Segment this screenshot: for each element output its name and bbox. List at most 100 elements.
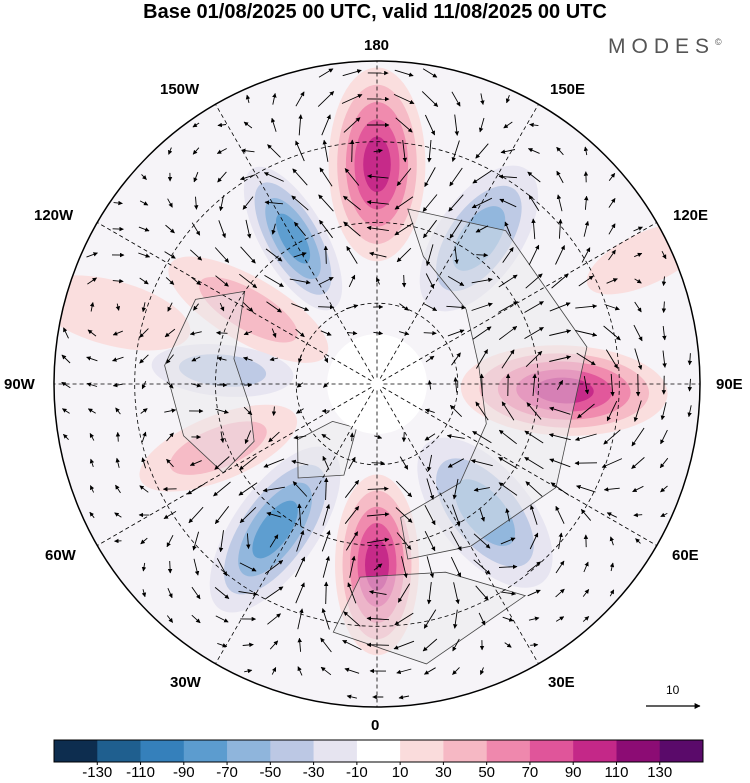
wind-arrow xyxy=(165,224,175,234)
wind-arrow xyxy=(424,667,436,675)
wind-arrow xyxy=(348,456,356,470)
wind-arrow xyxy=(245,219,252,239)
wind-arrow xyxy=(558,218,563,239)
wind-arrow xyxy=(687,405,692,418)
coastlines xyxy=(164,208,588,665)
wind-arrow xyxy=(472,430,492,444)
wind-arrow xyxy=(425,273,435,289)
wind-arrow xyxy=(453,377,458,393)
lon-label-0: 0 xyxy=(371,717,380,734)
wind-arrow xyxy=(267,613,281,625)
wind-arrow xyxy=(241,148,255,153)
wind-arrow xyxy=(478,612,486,626)
wind-arrow xyxy=(479,508,485,522)
wind-arrow xyxy=(498,274,518,288)
meridian-line xyxy=(382,222,657,382)
graticule xyxy=(54,61,700,707)
wind-arrow xyxy=(139,200,149,206)
wind-arrow xyxy=(608,172,616,181)
wind-arrow xyxy=(167,198,173,208)
wind-arrow xyxy=(366,225,389,232)
wind-arrow xyxy=(167,302,173,312)
lon-label-120e: 120E xyxy=(673,207,709,224)
wind-arrow xyxy=(452,478,459,500)
wind-arrow xyxy=(291,459,309,466)
wind-arrow xyxy=(446,434,465,439)
wind-arrow xyxy=(296,408,304,414)
wind-arrow xyxy=(243,121,253,129)
wind-arrow xyxy=(605,349,619,369)
wind-arrow xyxy=(452,667,460,675)
wind-arrow xyxy=(427,380,433,390)
wind-arrow xyxy=(112,382,123,388)
wind-arrow xyxy=(265,248,283,262)
colorbar-swatch xyxy=(140,740,185,762)
colorbar-label: -110 xyxy=(126,764,155,781)
colorbar-label: 30 xyxy=(435,764,452,781)
wind-arrow xyxy=(472,170,492,184)
anomaly-contour xyxy=(54,275,191,351)
wind-arrow xyxy=(393,93,415,105)
wind-arrow xyxy=(191,276,202,286)
wind-arrow xyxy=(269,640,279,650)
wind-arrow xyxy=(141,381,147,390)
wind-arrow xyxy=(244,668,253,674)
wind-arrow xyxy=(191,586,201,600)
wind-arrow xyxy=(239,562,257,572)
wind-arrow xyxy=(555,505,565,524)
lon-label-30e: 30E xyxy=(548,674,575,691)
wind-arrow xyxy=(298,114,303,136)
wind-arrow xyxy=(112,356,124,362)
wind-arrow xyxy=(609,589,615,597)
wind-arrow xyxy=(394,222,414,236)
wind-arrow xyxy=(344,505,360,524)
wind-arrow xyxy=(631,427,645,447)
polar-cap xyxy=(327,334,427,434)
wind-arrow xyxy=(343,221,361,237)
anomaly-contour xyxy=(178,354,267,387)
wind-arrow xyxy=(401,274,407,288)
wind-arrow xyxy=(167,560,173,574)
wind-arrow xyxy=(140,537,148,545)
wind-arrow xyxy=(525,350,543,368)
wind-arrow xyxy=(604,304,620,311)
wind-arrow xyxy=(239,455,257,471)
meridian-line xyxy=(379,389,539,664)
wind-arrow xyxy=(551,273,569,289)
wind-arrow xyxy=(318,194,334,212)
wind-arrow xyxy=(660,429,668,445)
wind-arrow xyxy=(213,481,231,497)
wind-arrow xyxy=(634,278,642,284)
wind-arrow xyxy=(633,400,642,422)
wind-arrow xyxy=(394,69,414,77)
wind-arrow xyxy=(660,512,668,518)
wind-arrow xyxy=(89,458,95,468)
wind-arrow xyxy=(395,507,413,523)
wind-arrow xyxy=(139,354,149,364)
wind-arrow xyxy=(289,278,311,285)
lon-label-90w: 90W xyxy=(4,376,35,393)
wind-arrow xyxy=(501,401,515,421)
wind-arrow xyxy=(555,245,565,265)
wind-arrow xyxy=(344,667,360,674)
wind-arrow xyxy=(271,223,276,235)
wind-arrow xyxy=(347,582,357,604)
wind-arrow xyxy=(399,303,409,311)
wind-arrow xyxy=(449,404,463,418)
wind-arrow xyxy=(243,356,253,361)
wind-arrow xyxy=(447,276,465,286)
colorbar-swatch xyxy=(313,740,358,762)
wind-arrow xyxy=(558,532,563,550)
wind-arrow xyxy=(394,612,414,626)
wind-arrow xyxy=(530,642,539,648)
wind-arrow xyxy=(166,615,174,623)
wind-arrow xyxy=(661,301,667,313)
wind-arrow xyxy=(318,68,334,78)
wind-arrow xyxy=(193,303,199,311)
wind-arrow xyxy=(426,556,435,579)
wind-arrow xyxy=(112,330,123,336)
wind-arrow xyxy=(89,433,95,441)
wind-arrow xyxy=(318,304,335,310)
wind-arrow xyxy=(662,350,667,368)
